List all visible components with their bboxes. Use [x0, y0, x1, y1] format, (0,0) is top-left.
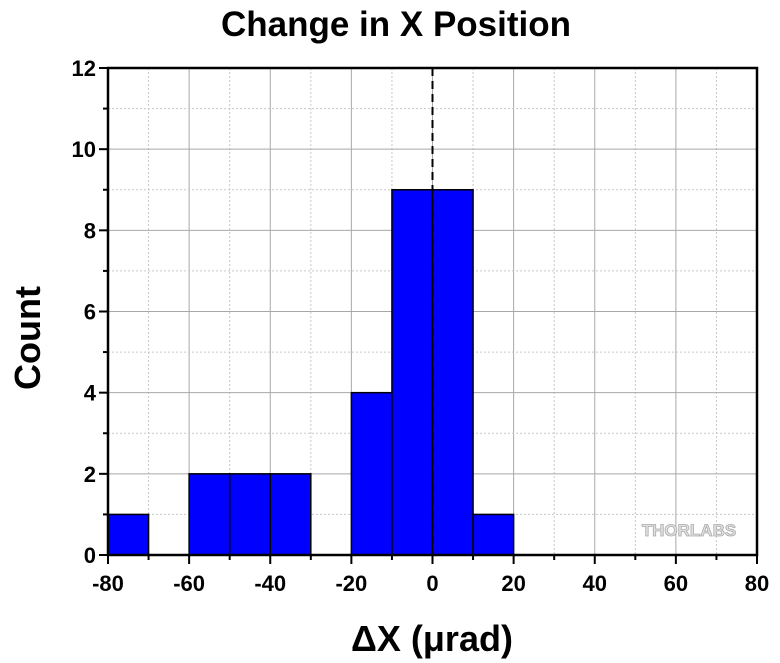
x-axis-label: ΔX (μrad): [351, 618, 513, 659]
x-tick-label: 80: [745, 571, 769, 596]
y-tick-label: 12: [72, 56, 96, 81]
y-axis-label: Count: [7, 286, 48, 390]
histogram-bar: [472, 513, 515, 556]
y-tick-labels: 0 2 4 6 8 10 12: [72, 56, 97, 568]
x-tick-label: 60: [664, 571, 688, 596]
x-tick-label: -20: [335, 571, 367, 596]
y-tick-label: 8: [84, 218, 96, 243]
histogram-bar: [269, 473, 312, 556]
chart-title: Change in X Position: [221, 5, 571, 44]
histogram-bar: [188, 473, 231, 556]
x-tick-labels: -80 -60 -40 -20 0 20 40 60 80: [92, 571, 769, 596]
thorlabs-watermark: THORLABS: [641, 521, 736, 541]
y-tick-label: 2: [84, 462, 96, 487]
y-tick-label: 10: [72, 137, 96, 162]
y-tick-label: 4: [84, 381, 97, 406]
x-tick-label: 20: [501, 571, 525, 596]
x-tick-label: 40: [583, 571, 607, 596]
axis-ticks: [99, 67, 758, 564]
histogram-bar: [228, 473, 271, 556]
histogram-bar: [431, 189, 474, 556]
histogram-bar: [350, 391, 393, 556]
y-tick-label: 6: [84, 300, 96, 325]
histogram-bar: [391, 189, 434, 556]
x-tick-label: -60: [173, 571, 205, 596]
histogram-bar: [107, 513, 150, 556]
y-tick-label: 0: [84, 543, 96, 568]
x-tick-label: 0: [426, 571, 438, 596]
x-tick-label: -80: [92, 571, 124, 596]
histogram-bars: [107, 189, 515, 556]
x-tick-label: -40: [254, 571, 286, 596]
watermark-logo: THORLABS: [642, 521, 736, 540]
